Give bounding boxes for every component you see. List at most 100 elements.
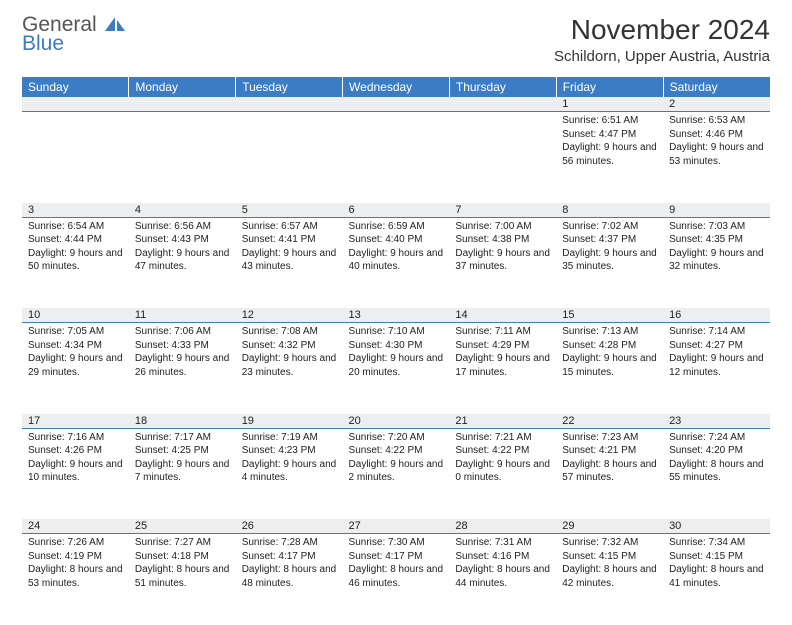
sunrise-text: Sunrise: 7:11 AM [455,325,550,339]
day-number: 6 [343,203,450,218]
day-cell [236,112,343,203]
daylight-text: Daylight: 9 hours and 32 minutes. [669,247,764,274]
daylight-text: Daylight: 9 hours and 2 minutes. [349,458,444,485]
sunset-text: Sunset: 4:15 PM [562,550,657,564]
sunset-text: Sunset: 4:47 PM [562,128,657,142]
sunset-text: Sunset: 4:43 PM [135,233,230,247]
location: Schildorn, Upper Austria, Austria [554,48,770,65]
day-number: 17 [22,414,129,429]
sunset-text: Sunset: 4:22 PM [455,444,550,458]
daylight-text: Daylight: 9 hours and 35 minutes. [562,247,657,274]
day-number: 2 [663,97,770,112]
day-number: 28 [449,519,556,534]
day-cell: Sunrise: 7:13 AMSunset: 4:28 PMDaylight:… [556,323,663,414]
sunrise-text: Sunrise: 7:20 AM [349,431,444,445]
sunrise-text: Sunrise: 7:17 AM [135,431,230,445]
day-cell: Sunrise: 7:30 AMSunset: 4:17 PMDaylight:… [343,534,450,625]
day-cell: Sunrise: 7:23 AMSunset: 4:21 PMDaylight:… [556,428,663,519]
day-body-row: Sunrise: 7:05 AMSunset: 4:34 PM Daylight:… [22,323,770,414]
day-number: 3 [22,203,129,218]
daylight-text: Daylight: 9 hours and 47 minutes. [135,247,230,274]
day-body-row: Sunrise: 7:16 AMSunset: 4:26 PMDaylight:… [22,428,770,519]
sunrise-text: Sunrise: 7:21 AM [455,431,550,445]
sunrise-text: Sunrise: 7:08 AM [242,325,337,339]
sunset-text: Sunset: 4:29 PM [455,339,550,353]
day-number: 5 [236,203,343,218]
day-number: 14 [449,308,556,323]
sunset-text: Sunset: 4:27 PM [669,339,764,353]
daylight-text: Daylight: 9 hours and 15 minutes. [562,352,657,379]
sunset-text: Sunset: 4:35 PM [669,233,764,247]
day-cell: Sunrise: 7:00 AMSunset: 4:38 PMDaylight:… [449,217,556,308]
sunrise-text: Sunrise: 6:59 AM [349,220,444,234]
daylight-text: Daylight: 9 hours and 40 minutes. [349,247,444,274]
day-cell: Sunrise: 6:56 AMSunset: 4:43 PMDaylight:… [129,217,236,308]
sunrise-text: Sunrise: 7:31 AM [455,536,550,550]
daylight-text: Daylight: 9 hours and 53 minutes. [669,141,764,168]
daylight-text: Daylight: 9 hours and 23 minutes. [242,352,337,379]
calendar-table: Sunday Monday Tuesday Wednesday Thursday… [22,77,770,625]
day-cell: Sunrise: 7:31 AMSunset: 4:16 PMDaylight:… [449,534,556,625]
daynum-row: 3456789 [22,203,770,218]
day-number: 18 [129,414,236,429]
sunrise-text: Sunrise: 7:00 AM [455,220,550,234]
day-number: 19 [236,414,343,429]
sunrise-text: Sunrise: 7:27 AM [135,536,230,550]
sunrise-text: Sunrise: 7:23 AM [562,431,657,445]
daylight-text: Daylight: 8 hours and 53 minutes. [28,563,123,590]
sunrise-text: Sunrise: 7:03 AM [669,220,764,234]
day-number: 29 [556,519,663,534]
sunset-text: Sunset: 4:16 PM [455,550,550,564]
sunrise-text: Sunrise: 7:34 AM [669,536,764,550]
col-thursday: Thursday [449,77,556,97]
daynum-row: 10111213141516 [22,308,770,323]
day-cell [129,112,236,203]
sunrise-text: Sunrise: 7:02 AM [562,220,657,234]
day-number: 12 [236,308,343,323]
sunrise-text: Sunrise: 7:14 AM [669,325,764,339]
sunrise-text: Sunrise: 6:54 AM [28,220,123,234]
sunrise-text: Sunrise: 7:05 AM [28,325,123,339]
day-number: 22 [556,414,663,429]
day-cell: Sunrise: 7:06 AMSunset: 4:33 PMDaylight:… [129,323,236,414]
sunrise-text: Sunrise: 7:24 AM [669,431,764,445]
day-cell: Sunrise: 7:21 AMSunset: 4:22 PMDaylight:… [449,428,556,519]
day-cell: Sunrise: 6:54 AMSunset: 4:44 PMDaylight:… [22,217,129,308]
col-tuesday: Tuesday [236,77,343,97]
day-number: 11 [129,308,236,323]
day-cell: Sunrise: 7:14 AMSunset: 4:27 PMDaylight:… [663,323,770,414]
day-body-row: Sunrise: 6:54 AMSunset: 4:44 PM Daylight:… [22,217,770,308]
sunset-text: Sunset: 4:19 PM [28,550,123,564]
day-number: 23 [663,414,770,429]
day-cell: Sunrise: 6:57 AMSunset: 4:41 PMDaylight:… [236,217,343,308]
sunrise-text: Sunrise: 7:32 AM [562,536,657,550]
sunset-text: Sunset: 4:26 PM [28,444,123,458]
daylight-text: Daylight: 8 hours and 57 minutes. [562,458,657,485]
daynum-row: 17181920212223 [22,414,770,429]
day-cell: Sunrise: 7:20 AMSunset: 4:22 PMDaylight:… [343,428,450,519]
day-number: 1 [556,97,663,112]
sunset-text: Sunset: 4:21 PM [562,444,657,458]
sunset-text: Sunset: 4:46 PM [669,128,764,142]
day-cell: Sunrise: 7:03 AMSunset: 4:35 PMDaylight:… [663,217,770,308]
day-cell: Sunrise: 7:26 AMSunset: 4:19 PMDaylight:… [22,534,129,625]
day-number [22,97,129,112]
col-monday: Monday [129,77,236,97]
sunrise-text: Sunrise: 6:57 AM [242,220,337,234]
daylight-text: Daylight: 9 hours and 0 minutes. [455,458,550,485]
sunset-text: Sunset: 4:44 PM [28,233,123,247]
sunrise-text: Sunrise: 7:26 AM [28,536,123,550]
daylight-text: Daylight: 9 hours and 17 minutes. [455,352,550,379]
sunset-text: Sunset: 4:17 PM [242,550,337,564]
sunset-text: Sunset: 4:34 PM [28,339,123,353]
daylight-text: Daylight: 9 hours and 43 minutes. [242,247,337,274]
sunset-text: Sunset: 4:38 PM [455,233,550,247]
day-cell: Sunrise: 7:05 AMSunset: 4:34 PMDaylight:… [22,323,129,414]
sunset-text: Sunset: 4:30 PM [349,339,444,353]
daylight-text: Daylight: 9 hours and 26 minutes. [135,352,230,379]
daylight-text: Daylight: 9 hours and 12 minutes. [669,352,764,379]
day-cell: Sunrise: 7:08 AMSunset: 4:32 PMDaylight:… [236,323,343,414]
day-number: 20 [343,414,450,429]
day-cell [343,112,450,203]
sunrise-text: Sunrise: 7:30 AM [349,536,444,550]
